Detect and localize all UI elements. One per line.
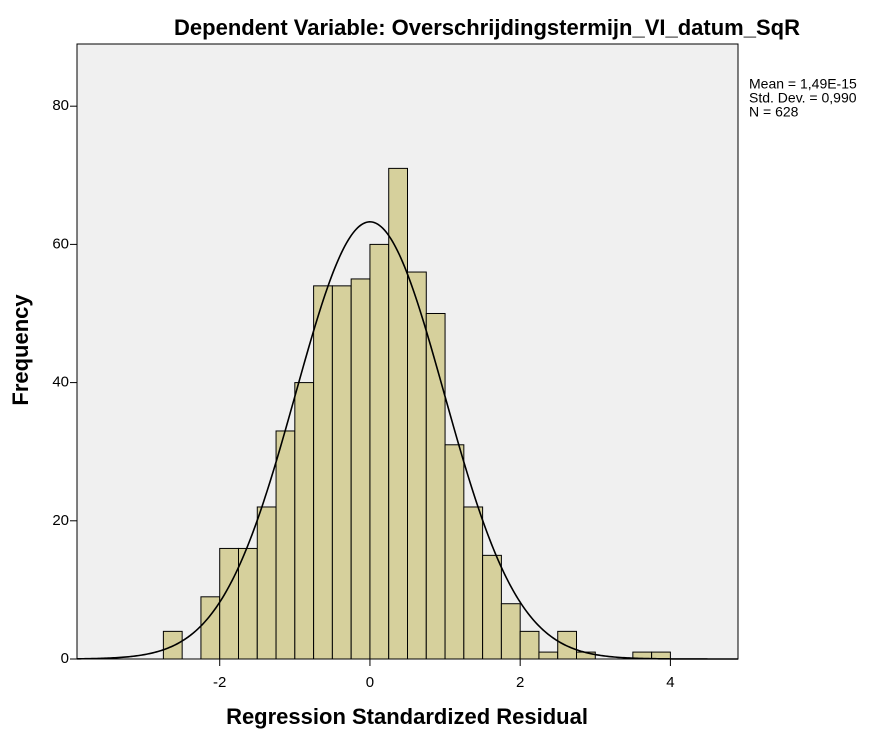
- bar: [463, 506, 484, 660]
- bar: [407, 271, 427, 660]
- y-axis-label: Frequency: [8, 294, 33, 406]
- bar: [350, 278, 371, 660]
- normal-curve: [76, 221, 738, 660]
- y-tick-label: 80: [52, 97, 69, 114]
- bar: [294, 382, 315, 660]
- bar: [369, 243, 390, 660]
- bar: [519, 630, 540, 660]
- x-tick-label: 0: [366, 674, 374, 691]
- bar: [219, 547, 239, 660]
- y-tick-label: 20: [52, 512, 69, 529]
- chart-title: Dependent Variable: Overschrijdingstermi…: [174, 15, 800, 40]
- stat-label: Std. Dev. = 0,990: [749, 90, 857, 106]
- bar: [500, 603, 521, 660]
- y-tick-label: 40: [52, 374, 69, 391]
- bar: [388, 167, 408, 660]
- x-tick-label: 4: [666, 674, 674, 691]
- y-tick-label: 60: [52, 235, 69, 252]
- x-axis-label: Regression Standardized Residual: [226, 704, 588, 729]
- x-tick-label: -2: [213, 674, 226, 691]
- bar: [482, 554, 502, 660]
- bar: [538, 651, 559, 660]
- stat-label: N = 628: [749, 104, 799, 120]
- bar: [444, 444, 465, 660]
- y-tick-label: 0: [61, 650, 69, 667]
- bar: [237, 547, 258, 660]
- bar: [256, 506, 277, 660]
- bar: [331, 285, 352, 660]
- x-tick-label: 2: [516, 674, 524, 691]
- bar: [313, 285, 333, 660]
- stat-label: Mean = 1,49E-15: [749, 76, 857, 92]
- bar: [275, 430, 296, 660]
